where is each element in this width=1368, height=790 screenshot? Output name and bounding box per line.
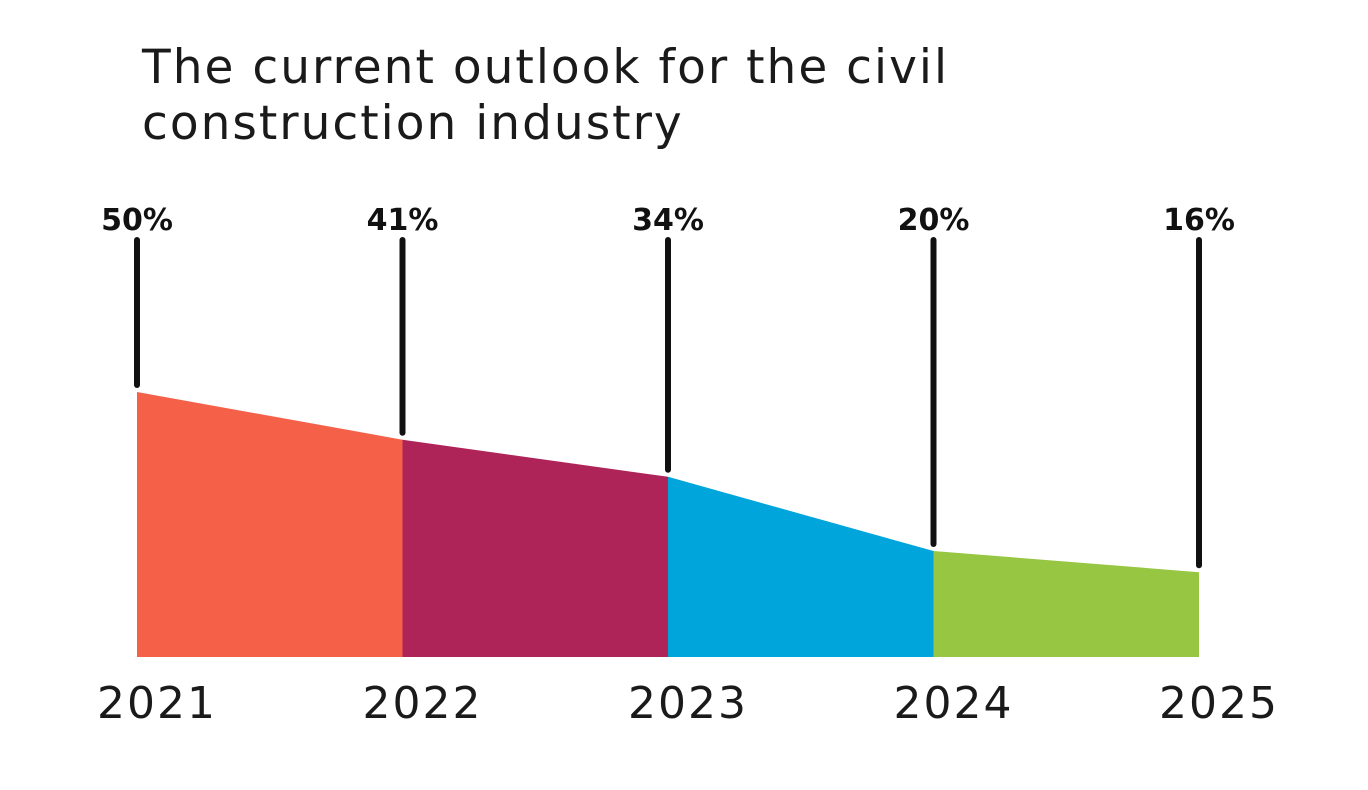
area-segment-2021-2022 [137, 392, 403, 657]
leader-lines [134, 237, 1202, 569]
area-segment-2024-2025 [933, 551, 1199, 657]
year-label-2023: 2023 [628, 678, 748, 729]
year-labels: 2021 2022 2023 2024 2025 [97, 678, 1279, 729]
value-label-2023: 34% [632, 203, 704, 238]
year-label-2025: 2025 [1159, 678, 1279, 729]
chart-title: The current outlook for the civil constr… [142, 40, 950, 151]
area-segment-2022-2023 [402, 439, 668, 657]
year-label-2024: 2024 [894, 678, 1014, 729]
value-label-2022: 41% [367, 203, 439, 238]
value-label-2024: 20% [898, 203, 970, 238]
value-label-2021: 50% [101, 203, 173, 238]
value-label-2025: 16% [1163, 203, 1235, 238]
year-label-2022: 2022 [363, 678, 483, 729]
area-segments [137, 392, 1199, 657]
area-segment-2023-2024 [668, 476, 934, 657]
year-label-2021: 2021 [97, 678, 217, 729]
value-labels: 50% 41% 34% 20% 16% [101, 203, 1235, 238]
